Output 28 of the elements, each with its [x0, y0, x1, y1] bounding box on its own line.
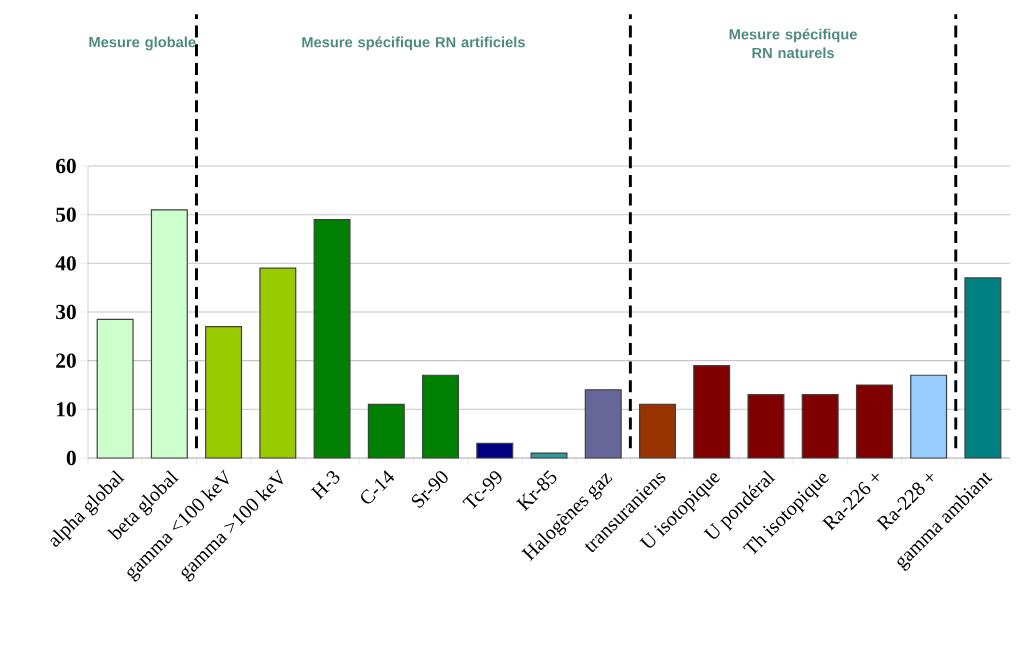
bar	[96, 318, 134, 459]
bar	[476, 442, 514, 459]
y-tick-label: 20	[56, 353, 76, 368]
y-tick-label: 30	[56, 304, 76, 320]
bar	[910, 374, 948, 459]
y-tick-label: 0	[66, 450, 76, 466]
bar	[855, 384, 893, 459]
bar	[422, 374, 460, 459]
bar	[801, 394, 839, 459]
bar	[638, 403, 676, 459]
bar	[367, 403, 405, 459]
text: Mesure spécifique RN naturels	[729, 28, 857, 59]
bar	[964, 277, 1002, 459]
y-tick-label: 10	[57, 402, 76, 417]
bar	[530, 452, 568, 459]
bar	[150, 209, 188, 459]
bar	[205, 325, 243, 459]
bar	[584, 389, 622, 459]
bar	[259, 267, 297, 459]
bar	[313, 218, 351, 459]
x-tick-label: H-3	[310, 471, 340, 500]
y-tick-label: 50	[56, 207, 76, 222]
y-tick-label: 40	[55, 256, 76, 271]
bar	[693, 364, 731, 459]
y-tick-label: 60	[56, 158, 76, 174]
text: Mesure globale	[89, 36, 196, 51]
bar	[747, 394, 785, 459]
text: Mesure spécifique RN artificiels	[302, 36, 525, 51]
